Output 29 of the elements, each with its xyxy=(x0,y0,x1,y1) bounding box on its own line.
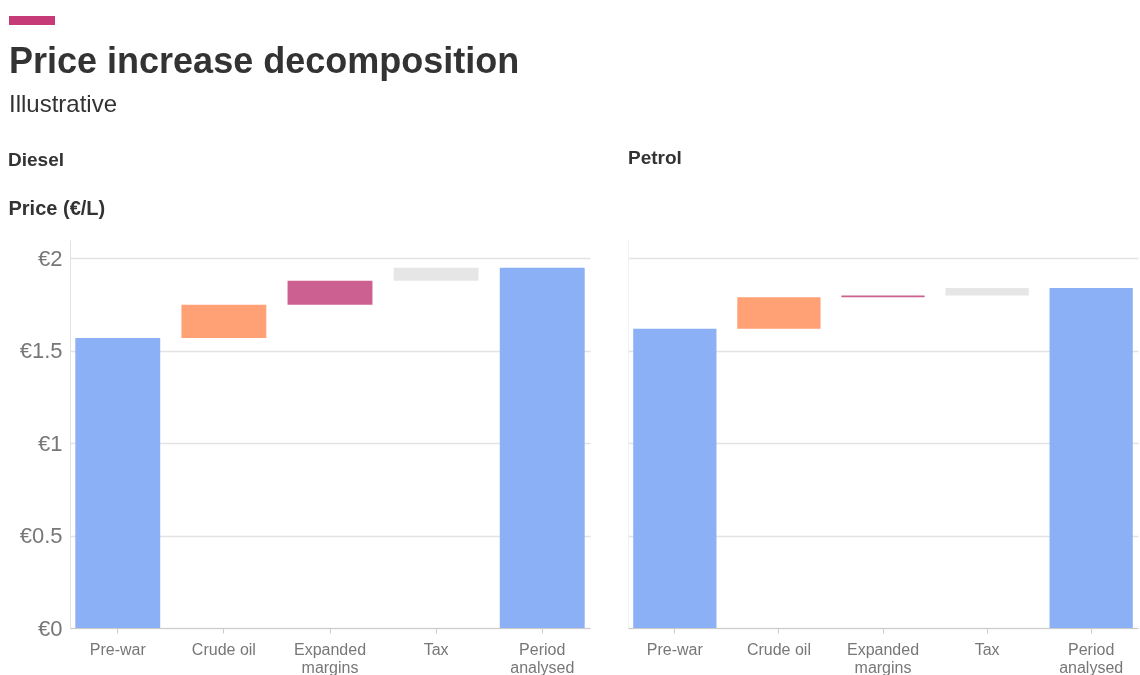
chart-title: Diesel xyxy=(8,149,64,170)
x-tick-label: Period analysed xyxy=(1059,640,1124,675)
chart-title: Petrol xyxy=(628,147,682,168)
x-tick-label: Pre-war xyxy=(89,640,147,658)
y-tick-label: €0 xyxy=(38,615,63,641)
y-tick-label: €1.5 xyxy=(19,338,63,364)
x-tick-label: Expanded margins xyxy=(846,640,920,675)
x-tick-label: Tax xyxy=(974,640,1000,658)
y-axis-title: Price (€/L) xyxy=(8,196,106,219)
y-tick-label: €1 xyxy=(38,430,63,456)
bar xyxy=(181,304,267,338)
text: Illustrative xyxy=(9,90,118,118)
y-tick-label: €2 xyxy=(38,245,63,271)
x-tick-label: Period analysed xyxy=(510,640,575,675)
text: Price increase decomposition xyxy=(9,40,520,82)
bar xyxy=(737,297,821,329)
x-tick-label: Expanded margins xyxy=(293,640,367,675)
x-tick-label: Crude oil xyxy=(191,640,256,658)
bar xyxy=(1049,288,1133,628)
x-tick-label: Crude oil xyxy=(746,640,811,658)
bar xyxy=(287,280,373,305)
y-tick-label: €0.5 xyxy=(19,523,63,549)
x-tick-label: Tax xyxy=(423,640,449,658)
bar xyxy=(945,288,1029,296)
bar xyxy=(75,337,161,628)
bar xyxy=(499,267,585,628)
bar xyxy=(393,267,479,281)
bar xyxy=(633,328,717,628)
x-tick-label: Pre-war xyxy=(646,640,704,658)
